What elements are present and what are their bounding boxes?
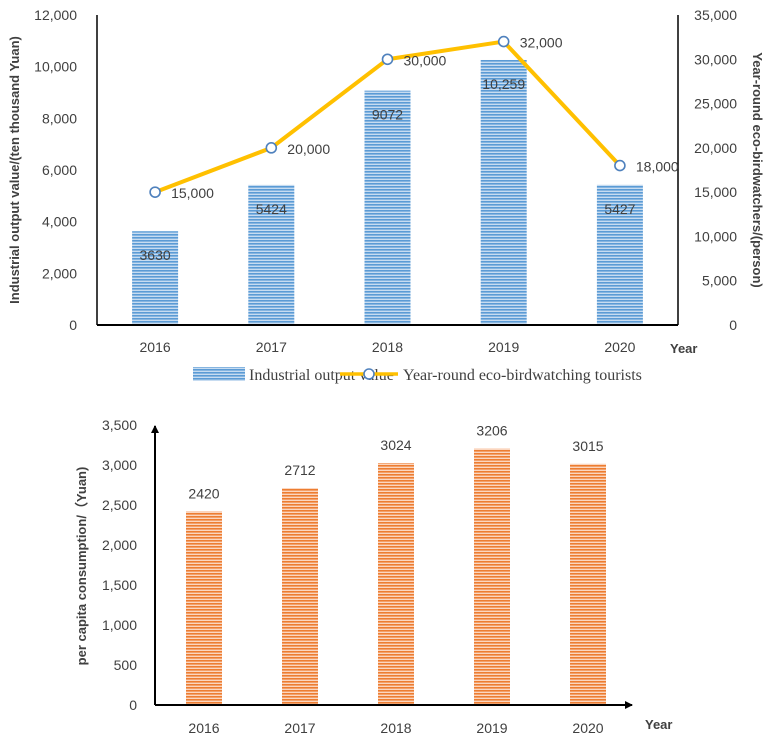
line-point-2020 bbox=[614, 159, 626, 172]
left-axis-ticks: 0 2,000 4,000 6,000 8,000 10,000 12,000 bbox=[34, 7, 77, 333]
bar-2018 bbox=[364, 90, 411, 325]
line-point-2017 bbox=[265, 142, 278, 154]
line-value-label: 32,000 bbox=[520, 35, 563, 51]
bar-value-label: 5424 bbox=[256, 201, 287, 217]
bar-series-per-capita bbox=[186, 448, 606, 705]
right-tick-label: 35,000 bbox=[694, 7, 737, 23]
legend-swatch-bar bbox=[193, 367, 245, 381]
x-tick-label: 2020 bbox=[572, 720, 603, 736]
bar-value-label: 2420 bbox=[188, 485, 219, 501]
bar-data-labels: 3630 5424 9072 10,259 5427 bbox=[140, 76, 636, 263]
bar-data-labels: 2420 2712 3024 3206 3015 bbox=[188, 423, 603, 502]
bar-2017 bbox=[248, 184, 295, 325]
x-tick-label: 2016 bbox=[188, 720, 219, 736]
x-tick-label: 2017 bbox=[284, 720, 315, 736]
x-tick-label: 2017 bbox=[256, 339, 287, 355]
x-axis-title: Year bbox=[670, 341, 697, 356]
bar-2020 bbox=[596, 184, 643, 325]
right-axis-ticks: 0 5,000 10,000 15,000 20,000 25,000 30,000 35,0… bbox=[694, 7, 737, 333]
x-tick-label: 2018 bbox=[380, 720, 411, 736]
right-tick-label: 5,000 bbox=[702, 273, 737, 289]
left-tick-label: 2,000 bbox=[42, 265, 77, 281]
line-value-label: 30,000 bbox=[404, 52, 447, 68]
y-tick-label: 3,000 bbox=[102, 457, 137, 473]
x-tick-label: 2019 bbox=[488, 339, 519, 355]
line-value-label: 20,000 bbox=[287, 141, 330, 157]
x-axis-ticks: 2016 2017 2018 2019 2020 bbox=[188, 720, 603, 736]
x-tick-label: 2020 bbox=[604, 339, 635, 355]
x-tick-label: 2016 bbox=[140, 339, 171, 355]
y-tick-label: 500 bbox=[114, 657, 138, 673]
right-tick-label: 20,000 bbox=[694, 140, 737, 156]
left-tick-label: 6,000 bbox=[42, 162, 77, 178]
bar-2020 bbox=[570, 463, 606, 705]
legend: Industrial output value Year-round eco-b… bbox=[193, 367, 642, 384]
right-tick-label: 10,000 bbox=[694, 228, 737, 244]
left-tick-label: 10,000 bbox=[34, 59, 77, 75]
bar-value-label: 10,259 bbox=[482, 76, 525, 92]
left-tick-label: 0 bbox=[69, 317, 77, 333]
line-series-birdwatchers: 15,000 20,000 30,000 32,000 18,000 bbox=[149, 35, 679, 201]
bar-series-industrial-output bbox=[132, 59, 643, 326]
bar-value-label: 5427 bbox=[604, 201, 635, 217]
legend-label-line: Year-round eco-birdwatching tourists bbox=[403, 367, 642, 384]
bar-value-label: 3024 bbox=[380, 437, 411, 453]
left-tick-label: 8,000 bbox=[42, 110, 77, 126]
right-tick-label: 30,000 bbox=[694, 51, 737, 67]
bar-2016 bbox=[186, 511, 222, 705]
line-point-2016 bbox=[149, 186, 161, 198]
bar-2018 bbox=[378, 463, 414, 705]
bar-2019 bbox=[480, 59, 527, 326]
line-value-label: 18,000 bbox=[636, 159, 679, 175]
x-tick-label: 2019 bbox=[476, 720, 507, 736]
line-value-label: 15,000 bbox=[171, 185, 214, 201]
chart-industrial-output: 0 2,000 4,000 6,000 8,000 10,000 12,000 0 5,000… bbox=[7, 7, 765, 384]
x-tick-label: 2018 bbox=[372, 339, 403, 355]
left-axis-title: Industrial output value/(ten thousand Yu… bbox=[7, 36, 22, 304]
right-tick-label: 25,000 bbox=[694, 96, 737, 112]
line-point-2018 bbox=[381, 53, 394, 66]
right-axis-title: Year-round eco-birdwatchers/(person) bbox=[750, 52, 765, 288]
y-tick-label: 1,500 bbox=[102, 577, 137, 593]
bar-2017 bbox=[282, 488, 318, 705]
y-tick-label: 0 bbox=[129, 697, 137, 713]
legend-label-bar: Industrial output value bbox=[249, 367, 394, 384]
bar-value-label: 3015 bbox=[572, 438, 603, 454]
bar-value-label: 9072 bbox=[372, 107, 403, 123]
bar-2016 bbox=[132, 231, 179, 325]
legend-swatch-marker bbox=[363, 368, 375, 380]
y-tick-label: 1,000 bbox=[102, 617, 137, 633]
right-tick-label: 0 bbox=[729, 317, 737, 333]
bar-value-label: 3206 bbox=[476, 423, 507, 439]
line-point-2019 bbox=[497, 35, 510, 48]
y-tick-label: 2,500 bbox=[102, 497, 137, 513]
bar-value-label: 3630 bbox=[140, 247, 171, 263]
y-axis-ticks: 0 500 1,000 1,500 2,000 2,500 3,000 3,500 bbox=[102, 417, 137, 713]
y-axis-title: per capita consumption/（Yuan) bbox=[74, 467, 89, 666]
x-axis-title: Year bbox=[645, 717, 672, 732]
bar-value-label: 2712 bbox=[284, 462, 315, 478]
left-tick-label: 12,000 bbox=[34, 7, 77, 23]
y-tick-label: 2,000 bbox=[102, 537, 137, 553]
y-tick-label: 3,500 bbox=[102, 417, 137, 433]
bar-2019 bbox=[474, 448, 510, 705]
x-axis-ticks: 2016 2017 2018 2019 2020 bbox=[140, 339, 636, 355]
left-tick-label: 4,000 bbox=[42, 214, 77, 230]
right-tick-label: 15,000 bbox=[694, 184, 737, 200]
